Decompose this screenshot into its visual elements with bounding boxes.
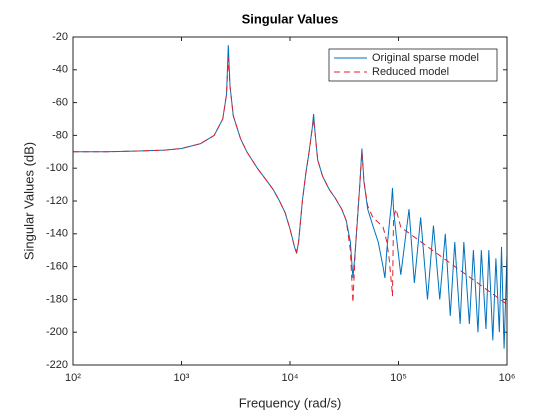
y-tick-label: -80 [52,129,68,141]
legend-label: Original sparse model [372,52,479,64]
y-tick-label: -100 [46,162,68,174]
x-tick-label: 10³ [174,372,190,384]
y-tick-label: -160 [46,261,68,273]
x-tick-label: 10⁴ [282,372,299,384]
y-tick-label: -60 [52,97,68,109]
chart-title: Singular Values [242,11,339,26]
y-tick-label: -180 [46,293,68,305]
x-tick-label: 10² [65,372,81,384]
series-line [73,58,508,305]
x-axis-label: Frequency (rad/s) [239,395,342,410]
y-tick-label: -20 [52,31,68,43]
plot-area [73,37,507,365]
y-tick-label: -200 [46,326,68,338]
y-tick-label: -220 [46,359,68,371]
legend-label: Reduced model [372,66,449,78]
x-tick-label: 10⁶ [499,372,516,384]
x-tick-label: 10⁵ [390,372,407,384]
y-tick-label: -120 [46,195,68,207]
y-tick-label: -140 [46,228,68,240]
y-tick-label: -40 [52,64,68,76]
axes-box [72,36,508,366]
legend-box [328,48,498,82]
y-axis-label: Singular Values (dB) [21,142,36,260]
